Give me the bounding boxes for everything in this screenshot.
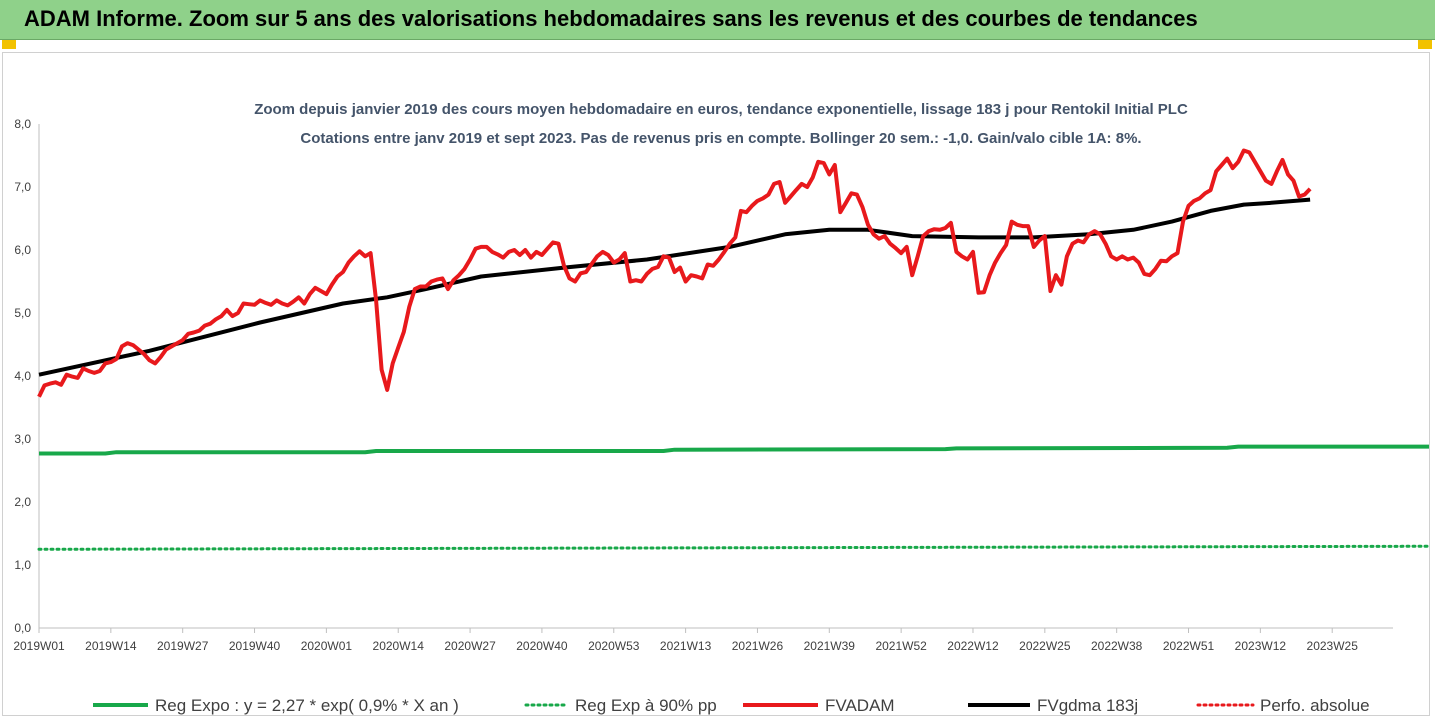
x-tick-label: 2021W13 — [660, 639, 712, 653]
legend: Reg Expo : y = 2,27 * exp( 0,9% * X an )… — [93, 696, 1370, 715]
y-axis: 0,0 1,0 2,0 3,0 4,0 5,0 6,0 7,0 8,0 — [14, 117, 40, 635]
x-tick-label: 2022W38 — [1091, 639, 1143, 653]
x-axis: 2019W01 2019W14 2019W27 2019W40 2020W01 2020W… — [13, 627, 1393, 653]
x-tick-label: 2022W12 — [947, 639, 999, 653]
corner-marker-right — [1418, 40, 1432, 49]
x-tick-label: 2021W39 — [804, 639, 856, 653]
x-tick-label: 2023W25 — [1307, 639, 1359, 653]
y-tick-label: 4,0 — [14, 369, 31, 383]
x-tick-label: 2020W40 — [516, 639, 568, 653]
x-tick-label: 2020W27 — [444, 639, 496, 653]
x-tick-label: 2019W40 — [229, 639, 281, 653]
x-tick-label: 2019W01 — [13, 639, 65, 653]
legend-label-0: Reg Expo : y = 2,27 * exp( 0,9% * X an ) — [155, 696, 459, 715]
series-line-2 — [37, 148, 1312, 398]
series-layer — [37, 148, 1429, 551]
x-tick-label: 2019W14 — [85, 639, 137, 653]
x-tick-label: 2020W53 — [588, 639, 640, 653]
y-tick-label: 5,0 — [14, 306, 31, 320]
corner-marker-left — [2, 40, 16, 49]
y-tick-label: 8,0 — [14, 117, 31, 131]
x-tick-label: 2020W14 — [373, 639, 425, 653]
x-tick-label: 2023W12 — [1235, 639, 1287, 653]
banner-title: ADAM Informe. Zoom sur 5 ans des valoris… — [24, 6, 1198, 31]
line-chart: Zoom depuis janvier 2019 des cours moyen… — [13, 101, 1429, 715]
legend-label-1: Reg Exp à 90% pp — [575, 696, 717, 715]
y-tick-label: 0,0 — [14, 621, 31, 635]
chart-frame: Zoom depuis janvier 2019 des cours moyen… — [2, 52, 1430, 716]
x-tick-label: 2022W51 — [1163, 639, 1215, 653]
chart-title: Zoom depuis janvier 2019 des cours moyen… — [254, 101, 1188, 118]
legend-label-2: FVADAM — [825, 696, 895, 715]
chart-subtitle: Cotations entre janv 2019 et sept 2023. … — [300, 130, 1141, 147]
legend-label-4: Perfo. absolue — [1260, 696, 1370, 715]
legend-label-3: FVgdma 183j — [1037, 696, 1138, 715]
x-tick-label: 2019W27 — [157, 639, 209, 653]
x-tick-label: 2021W26 — [732, 639, 784, 653]
y-tick-label: 6,0 — [14, 243, 31, 257]
y-tick-label: 2,0 — [14, 495, 31, 509]
title-banner: ADAM Informe. Zoom sur 5 ans des valoris… — [0, 0, 1435, 40]
series-line-0 — [39, 444, 1429, 456]
y-tick-label: 3,0 — [14, 432, 31, 446]
y-tick-label: 7,0 — [14, 180, 31, 194]
y-tick-label: 1,0 — [14, 558, 31, 572]
series-line-3 — [38, 197, 1311, 377]
x-tick-label: 2021W52 — [875, 639, 927, 653]
x-tick-label: 2022W25 — [1019, 639, 1071, 653]
series-line-1 — [37, 544, 1429, 551]
x-tick-label: 2020W01 — [301, 639, 353, 653]
